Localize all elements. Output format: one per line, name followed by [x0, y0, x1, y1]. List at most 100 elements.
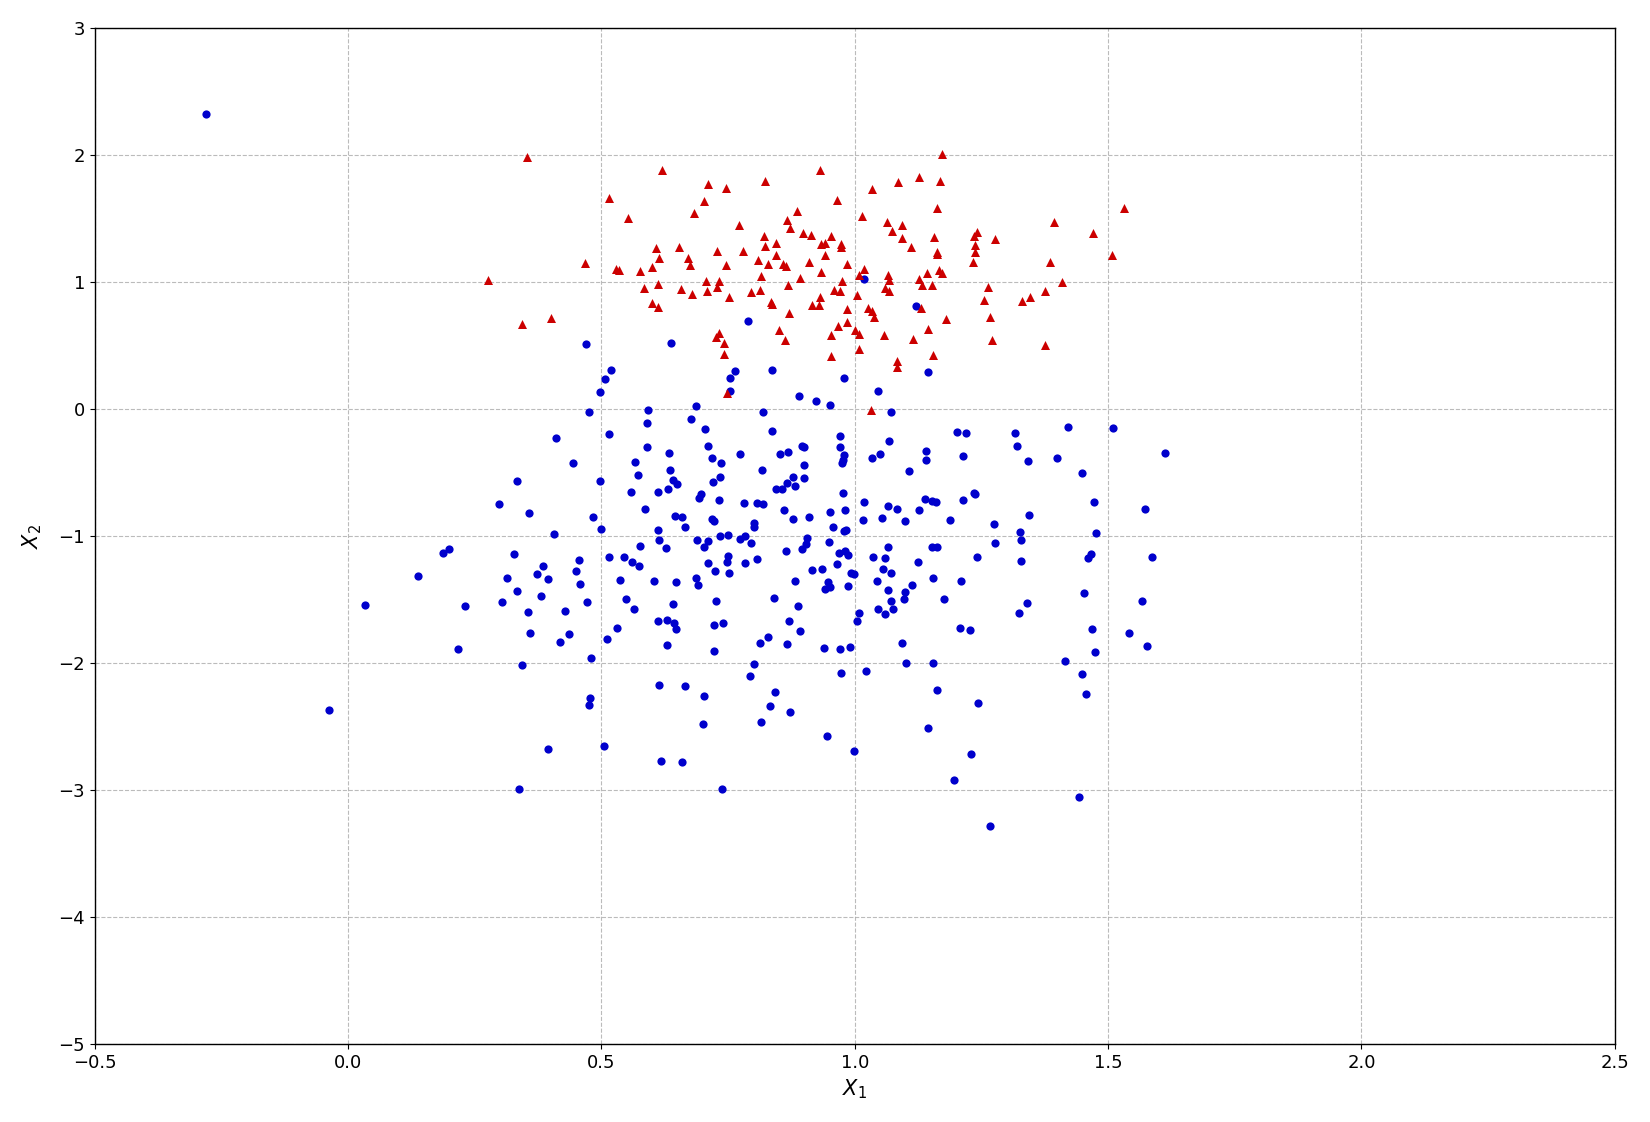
- Point: [878, 591, 904, 609]
- Point: [776, 702, 802, 720]
- Point: [714, 552, 741, 570]
- Point: [703, 592, 729, 610]
- Point: [757, 697, 784, 715]
- Point: [977, 309, 1003, 327]
- Point: [731, 526, 757, 544]
- Point: [947, 619, 973, 637]
- Point: [866, 445, 893, 463]
- Point: [680, 285, 706, 303]
- Point: [1005, 604, 1031, 622]
- Point: [675, 249, 701, 267]
- Point: [1041, 213, 1068, 231]
- Point: [678, 411, 705, 429]
- Point: [937, 512, 964, 530]
- Point: [597, 361, 624, 379]
- Point: [528, 587, 554, 605]
- Point: [827, 234, 853, 252]
- Point: [774, 211, 800, 229]
- Point: [815, 572, 842, 590]
- Point: [908, 300, 934, 318]
- Point: [774, 475, 800, 493]
- Point: [914, 264, 940, 282]
- Point: [784, 202, 810, 220]
- Point: [960, 254, 987, 272]
- Point: [543, 429, 569, 447]
- Point: [431, 544, 457, 562]
- Point: [627, 263, 653, 280]
- Point: [846, 266, 873, 284]
- Point: [827, 439, 853, 457]
- Point: [982, 534, 1008, 552]
- Point: [832, 542, 858, 560]
- Point: [1068, 463, 1094, 481]
- Point: [914, 719, 940, 737]
- Point: [962, 485, 988, 503]
- Point: [832, 502, 858, 519]
- Point: [645, 482, 672, 500]
- Point: [716, 287, 742, 305]
- Point: [757, 293, 784, 311]
- X-axis label: $X_1$: $X_1$: [842, 1077, 868, 1101]
- Point: [736, 312, 762, 330]
- Point: [790, 456, 817, 473]
- Point: [950, 491, 977, 509]
- Point: [790, 438, 817, 456]
- Point: [579, 508, 606, 526]
- Point: [787, 269, 813, 287]
- Point: [957, 620, 983, 638]
- Point: [1110, 199, 1137, 217]
- Point: [850, 208, 876, 226]
- Point: [754, 627, 780, 645]
- Point: [744, 494, 771, 512]
- Point: [934, 310, 960, 328]
- Point: [870, 327, 896, 344]
- Point: [772, 542, 799, 560]
- Point: [790, 224, 817, 242]
- Point: [713, 180, 739, 197]
- Point: [1015, 452, 1041, 470]
- Point: [535, 741, 561, 758]
- Point: [653, 611, 680, 629]
- Point: [965, 695, 992, 712]
- Point: [874, 537, 901, 555]
- Point: [625, 557, 652, 574]
- Point: [563, 562, 589, 580]
- Point: [797, 508, 823, 526]
- Point: [663, 573, 690, 591]
- Point: [949, 572, 975, 590]
- Point: [1079, 620, 1106, 638]
- Point: [820, 280, 846, 298]
- Point: [1048, 273, 1074, 291]
- Point: [853, 662, 879, 680]
- Point: [645, 522, 672, 540]
- Point: [507, 780, 533, 798]
- Point: [835, 255, 861, 273]
- Point: [876, 270, 903, 288]
- Point: [769, 255, 795, 273]
- Point: [830, 523, 856, 541]
- Point: [706, 468, 733, 486]
- Point: [843, 286, 870, 304]
- Point: [1003, 438, 1030, 456]
- Point: [706, 490, 733, 508]
- Point: [846, 340, 873, 358]
- Point: [538, 309, 564, 327]
- Point: [817, 396, 843, 414]
- Point: [898, 238, 924, 256]
- Point: [1016, 506, 1043, 524]
- Point: [747, 267, 774, 285]
- Point: [502, 545, 528, 563]
- Point: [944, 423, 970, 441]
- Point: [548, 634, 574, 652]
- Point: [604, 618, 630, 636]
- Point: [576, 689, 602, 707]
- Point: [695, 554, 721, 572]
- Point: [606, 261, 632, 279]
- Point: [878, 564, 904, 582]
- Point: [787, 622, 813, 640]
- Point: [589, 519, 615, 537]
- Point: [899, 576, 926, 594]
- Point: [808, 560, 835, 578]
- Point: [797, 227, 823, 245]
- Point: [708, 453, 734, 471]
